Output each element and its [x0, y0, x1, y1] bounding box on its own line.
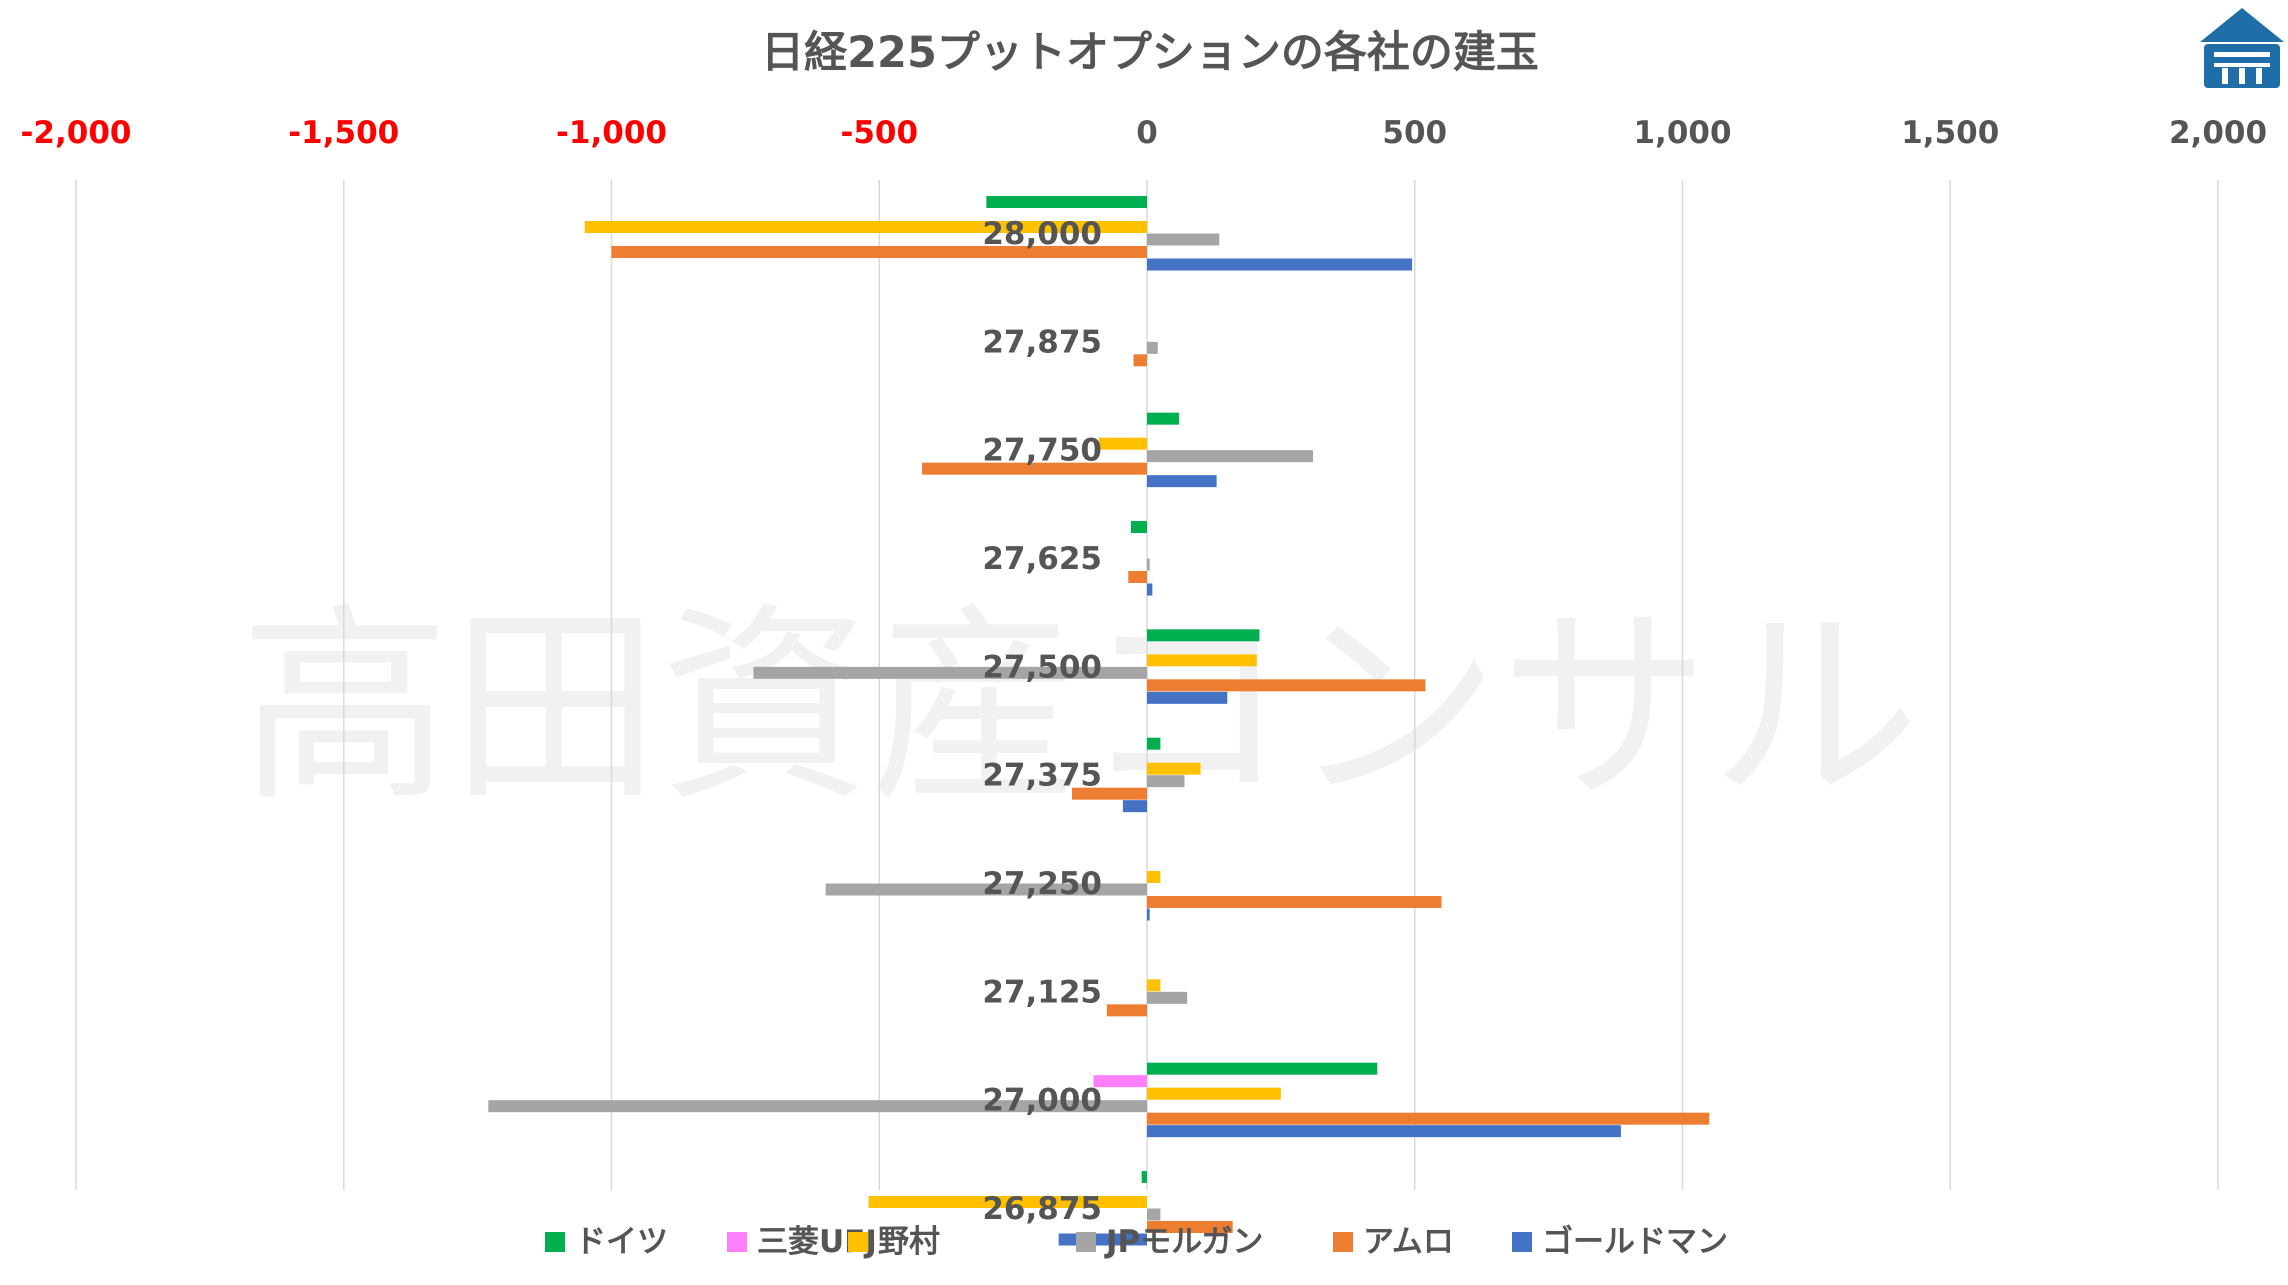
bar — [1147, 233, 1220, 246]
bar — [1072, 787, 1147, 800]
category-labels: 28,000 27,875 27,750 27,625 27,500 27,375 27,2… — [982, 216, 1102, 1227]
bar — [1147, 629, 1260, 642]
bar — [1147, 679, 1426, 692]
legend-label: アムロ — [1363, 1224, 1454, 1260]
legend-label: 野村 — [878, 1224, 940, 1260]
bar — [611, 246, 1147, 258]
bar — [1147, 258, 1413, 271]
bars — [488, 196, 1710, 1246]
bar — [1147, 775, 1185, 788]
bar — [1147, 737, 1161, 750]
bar — [488, 1100, 1148, 1113]
legend-label: JPモルガン — [1104, 1224, 1263, 1260]
bar — [753, 666, 1147, 679]
bar — [1122, 800, 1147, 813]
bar — [1130, 521, 1147, 533]
x-tick-label: -1,000 — [556, 115, 667, 151]
bar — [1147, 1062, 1378, 1075]
category-label: 27,625 — [982, 541, 1102, 577]
legend-label: ドイツ — [575, 1224, 668, 1260]
chart-title: 日経225プットオプションの各社の建玉 — [761, 28, 1539, 78]
bar — [1147, 1087, 1281, 1100]
bar — [1147, 691, 1228, 704]
bar — [1147, 1208, 1161, 1221]
legend-swatch — [727, 1232, 747, 1252]
category-label: 27,250 — [982, 866, 1102, 902]
bar — [1093, 1075, 1147, 1088]
x-tick-label: -2,000 — [21, 115, 132, 151]
bar — [1106, 1004, 1147, 1017]
legend-label: ゴールドマン — [1542, 1224, 1728, 1260]
x-tick-label: 1,000 — [1633, 115, 1731, 151]
category-label: 27,750 — [982, 433, 1102, 469]
x-tick-label: 0 — [1136, 115, 1158, 151]
bar — [825, 883, 1147, 896]
bar — [1128, 571, 1147, 583]
bar — [986, 196, 1147, 208]
bar — [1147, 341, 1158, 354]
bar — [1147, 412, 1180, 425]
bar — [584, 221, 1147, 233]
category-label: 27,875 — [982, 324, 1102, 360]
bar — [1147, 991, 1188, 1004]
legend-swatch — [1512, 1232, 1532, 1252]
x-tick-label: 2,000 — [2169, 115, 2267, 151]
category-label: 27,500 — [982, 649, 1102, 685]
bar — [1147, 558, 1150, 571]
bar — [1147, 762, 1201, 775]
x-tick-label: 1,500 — [1901, 115, 1999, 151]
category-label: 28,000 — [982, 216, 1102, 252]
bar — [868, 1196, 1147, 1208]
bar — [1098, 437, 1147, 450]
bar — [1141, 1171, 1147, 1183]
bar — [1133, 354, 1147, 367]
x-axis-ticks: -2,000 -1,500 -1,000 -500 0 500 1,000 1,500 2,00… — [21, 115, 2267, 151]
bar — [1147, 1221, 1233, 1233]
bar — [1147, 1125, 1621, 1138]
logo-icon — [2200, 8, 2284, 88]
bar — [1147, 871, 1161, 883]
x-tick-label: -500 — [840, 115, 918, 151]
category-label: 27,125 — [982, 974, 1102, 1010]
bar — [1147, 654, 1257, 667]
category-label: 26,875 — [982, 1191, 1102, 1227]
legend-swatch — [1076, 1232, 1096, 1252]
x-tick-label: -1,500 — [288, 115, 399, 151]
legend-swatch — [848, 1232, 868, 1252]
bar — [1147, 583, 1153, 596]
legend-swatch — [1333, 1232, 1353, 1252]
bar — [1147, 979, 1161, 992]
legend-swatch — [545, 1232, 565, 1252]
bar — [1147, 475, 1217, 488]
legend: ドイツ 三菱UFJ 野村 JPモルガン アムロ ゴールドマン — [545, 1224, 1728, 1260]
x-tick-label: 500 — [1382, 115, 1447, 151]
category-label: 27,000 — [982, 1083, 1102, 1119]
category-label: 27,375 — [982, 758, 1102, 794]
bar — [1147, 1112, 1710, 1125]
bar — [1147, 908, 1150, 921]
bar — [922, 462, 1147, 475]
bar — [1147, 896, 1442, 908]
bar — [1147, 450, 1314, 463]
